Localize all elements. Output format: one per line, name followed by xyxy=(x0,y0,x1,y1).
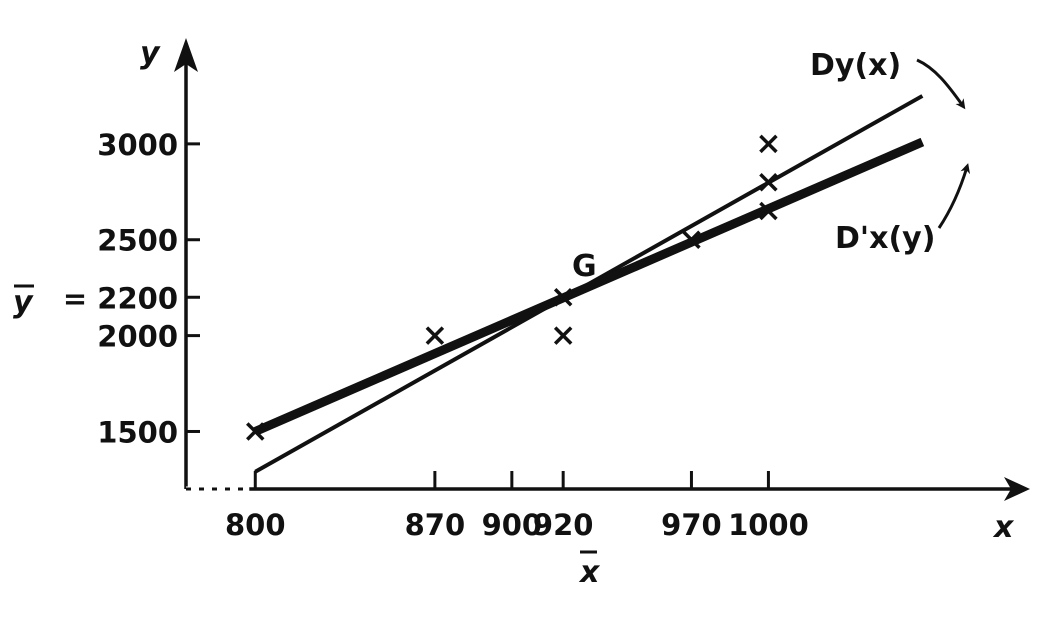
data-point-4 xyxy=(553,326,573,345)
data-point-5 xyxy=(682,230,701,249)
mean-y-text: y xyxy=(13,285,34,320)
data-point-8 xyxy=(759,201,778,221)
y-ticks: 1500 2000 = 2200 2500 3000 xyxy=(63,128,200,449)
y-axis-arrow-icon xyxy=(174,38,198,72)
line-label-dy-pointer xyxy=(916,58,966,110)
regression-lines xyxy=(253,94,925,474)
x-tick-label-800: 800 xyxy=(225,508,286,542)
x-axis-arrow-icon xyxy=(1004,477,1030,501)
x-axis-label: x xyxy=(992,510,1015,545)
data-point-7 xyxy=(759,172,778,192)
line-label-dy: Dy(x) xyxy=(810,48,901,83)
data-points xyxy=(246,134,778,441)
y-tick-label-2500: 2500 xyxy=(97,224,178,258)
center-point-label: G xyxy=(572,249,597,284)
y-axis-label: y xyxy=(140,36,161,71)
x-tick-label-920: 920 xyxy=(533,508,594,542)
x-tick-label-900: 900 xyxy=(482,508,543,542)
data-point-3 xyxy=(553,288,573,307)
mean-x-text: x xyxy=(578,555,601,590)
x-tick-label-870: 870 xyxy=(405,508,466,542)
y-tick-label-1500: 1500 xyxy=(97,415,178,449)
y-tick-label-2200: = 2200 xyxy=(63,281,178,315)
y-tick-label-3000: 3000 xyxy=(97,128,178,162)
x-tick-label-1000: 1000 xyxy=(728,508,809,542)
regression-line-dx xyxy=(253,137,925,436)
guide-lines xyxy=(184,445,250,492)
y-tick-label-2000: 2000 xyxy=(97,320,178,354)
data-point-6 xyxy=(759,134,778,154)
line-label-dx-pointer xyxy=(937,163,971,229)
data-point-1 xyxy=(246,422,265,441)
line-label-dx: D'x(y) xyxy=(835,221,935,256)
data-point-2 xyxy=(425,326,445,345)
mean-x-label: x xyxy=(578,550,601,590)
mean-y-label: y xyxy=(13,284,34,320)
x-tick-label-970: 970 xyxy=(661,508,722,542)
